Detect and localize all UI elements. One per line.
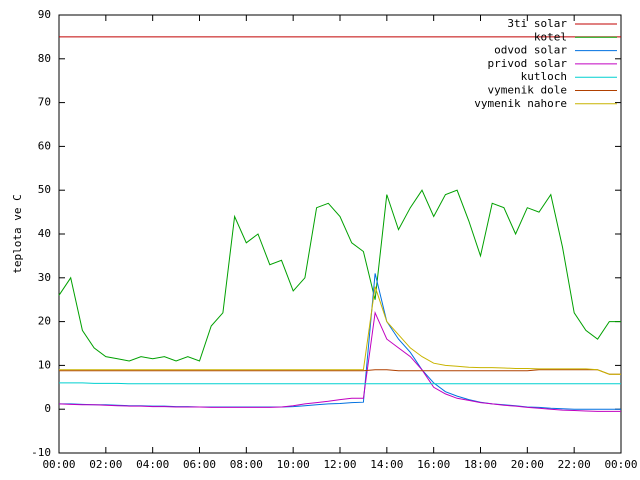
legend-label: odvod solar	[494, 44, 567, 57]
y-tick-label: 20	[38, 315, 51, 328]
series-line	[59, 382, 621, 385]
y-tick-label: 90	[38, 8, 51, 21]
x-tick-label: 00:00	[604, 458, 637, 471]
x-tick-label: 18:00	[464, 458, 497, 471]
legend-label: kotel	[534, 30, 567, 43]
series-line	[58, 189, 621, 362]
x-tick-label: 22:00	[558, 458, 591, 471]
y-tick-label: 30	[38, 271, 51, 284]
series-line	[59, 286, 621, 375]
y-axis-label: teplota ve C	[11, 194, 24, 273]
x-tick-label: 08:00	[230, 458, 263, 471]
series-line	[59, 273, 621, 410]
x-tick-label: 00:00	[42, 458, 75, 471]
legend-label: privod solar	[488, 57, 568, 70]
y-tick-label: 0	[44, 402, 51, 415]
legend-label: 3ti solar	[507, 17, 567, 30]
y-tick-label: 60	[38, 139, 51, 152]
y-tick-label: 50	[38, 183, 51, 196]
x-tick-label: 10:00	[277, 458, 310, 471]
x-tick-label: 20:00	[511, 458, 544, 471]
x-tick-label: 16:00	[417, 458, 450, 471]
x-tick-label: 14:00	[370, 458, 403, 471]
x-tick-label: 06:00	[183, 458, 216, 471]
legend-label: vymenik dole	[488, 84, 567, 97]
y-tick-label: 70	[38, 96, 51, 109]
legend-label: kutloch	[521, 70, 567, 83]
x-tick-label: 02:00	[89, 458, 122, 471]
legend-label: vymenik nahore	[474, 97, 567, 110]
y-tick-label: 80	[38, 52, 51, 65]
y-tick-label: 40	[38, 227, 51, 240]
x-tick-label: 12:00	[323, 458, 356, 471]
x-tick-label: 04:00	[136, 458, 169, 471]
series-line	[58, 310, 621, 412]
series-line	[59, 369, 621, 375]
y-tick-label: -10	[31, 446, 51, 459]
y-tick-label: 10	[38, 358, 51, 371]
